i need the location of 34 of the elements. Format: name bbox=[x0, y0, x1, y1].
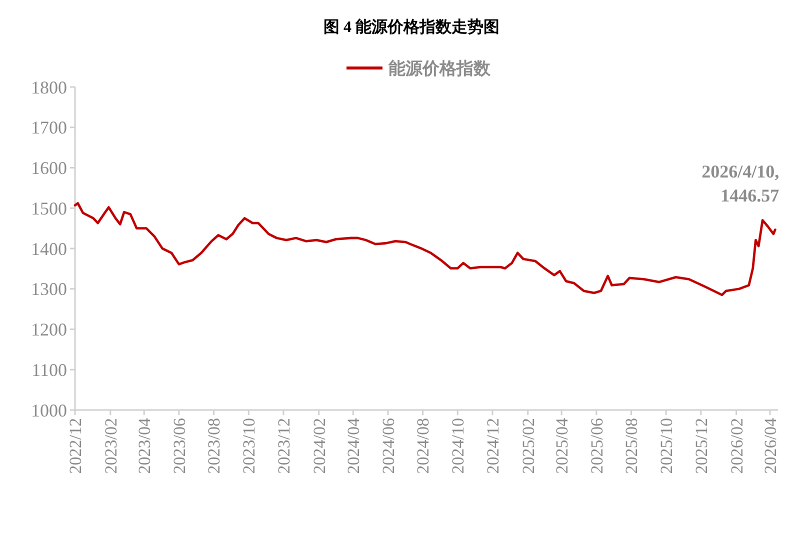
x-tick-label: 2023/12 bbox=[274, 418, 294, 474]
x-tick-label: 2023/08 bbox=[204, 418, 224, 474]
x-tick-label: 2024/08 bbox=[414, 418, 433, 474]
x-tick-label: 2024/12 bbox=[483, 418, 502, 474]
x-tick-label: 2024/10 bbox=[448, 418, 468, 474]
annotation: 2026/4/10, 1446.57 bbox=[702, 162, 780, 206]
x-tick-label: 2025/10 bbox=[657, 418, 676, 474]
y-tick-label: 1200 bbox=[31, 320, 67, 340]
y-tick-label: 1000 bbox=[31, 400, 67, 420]
x-tick-label: 2024/02 bbox=[310, 418, 329, 474]
x-tick-label: 2025/06 bbox=[587, 418, 606, 474]
x-tick-label: 2025/08 bbox=[622, 418, 642, 474]
x-tick-label: 2024/04 bbox=[344, 418, 364, 474]
x-tick-label: 2023/06 bbox=[170, 418, 189, 474]
y-tick-label: 1700 bbox=[31, 118, 67, 138]
line-series bbox=[74, 202, 776, 296]
x-tick-label: 2026/04 bbox=[760, 418, 780, 474]
x-tick-label: 2022/12 bbox=[66, 418, 85, 474]
x-tick-label: 2023/10 bbox=[240, 418, 259, 474]
y-tick-label: 1500 bbox=[31, 198, 67, 218]
y-tick-label: 1600 bbox=[31, 158, 67, 178]
x-tick-label: 2025/02 bbox=[518, 418, 538, 474]
y-tick-label: 1300 bbox=[31, 279, 67, 300]
x-tick-label: 2023/02 bbox=[101, 418, 120, 474]
y-tick-label: 1400 bbox=[31, 238, 67, 259]
x-tick-label: 2025/12 bbox=[692, 418, 711, 474]
x-tick-label: 2024/06 bbox=[378, 418, 398, 474]
y-tick-label: 1800 bbox=[31, 77, 67, 98]
y-tick-label: 1100 bbox=[32, 360, 67, 380]
x-tick-label: 2026/02 bbox=[727, 418, 746, 474]
x-tick-label: 2025/04 bbox=[552, 418, 572, 474]
x-tick-label: 2023/04 bbox=[135, 418, 154, 474]
chart-title: 图 4 能源价格指数走势图 bbox=[324, 18, 500, 36]
legend-label: 能源价格指数 bbox=[388, 59, 492, 78]
